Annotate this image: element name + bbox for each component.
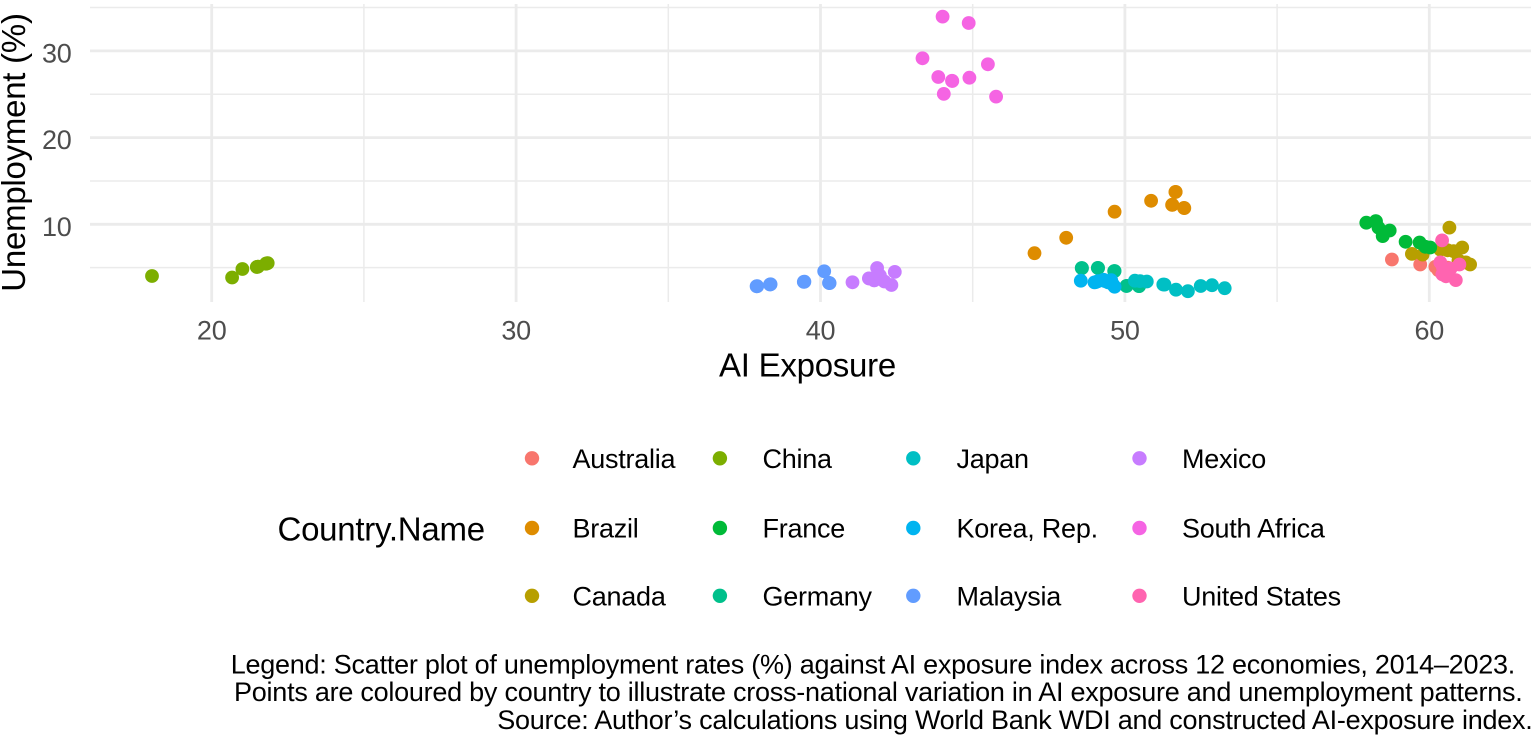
svg-text:Unemployment (%): Unemployment (%) — [0, 13, 32, 291]
svg-text:40: 40 — [806, 316, 836, 346]
svg-text:Brazil: Brazil — [573, 514, 639, 544]
svg-text:Mexico: Mexico — [1182, 444, 1266, 474]
svg-text:Germany: Germany — [763, 581, 873, 611]
svg-text:30: 30 — [42, 38, 72, 68]
svg-text:France: France — [763, 514, 846, 544]
svg-text:Australia: Australia — [573, 444, 677, 474]
svg-text:20: 20 — [42, 125, 72, 155]
svg-text:Country.Name: Country.Name — [278, 511, 485, 548]
svg-text:Legend: Scatter plot of unempl: Legend: Scatter plot of unemployment rat… — [231, 650, 1515, 680]
svg-text:Points are coloured by country: Points are coloured by country to illust… — [234, 677, 1522, 707]
svg-text:10: 10 — [42, 212, 72, 242]
svg-text:50: 50 — [1110, 316, 1140, 346]
svg-text:60: 60 — [1415, 316, 1445, 346]
svg-text:Malaysia: Malaysia — [957, 581, 1063, 611]
svg-text:Canada: Canada — [573, 581, 667, 611]
svg-text:AI Exposure: AI Exposure — [719, 347, 896, 384]
svg-text:Source: Author’s calculations: Source: Author’s calculations using Worl… — [497, 705, 1532, 735]
svg-text:South Africa: South Africa — [1182, 514, 1326, 544]
svg-text:China: China — [763, 444, 834, 474]
svg-text:Korea, Rep.: Korea, Rep. — [957, 514, 1098, 544]
svg-text:30: 30 — [501, 316, 531, 346]
svg-text:20: 20 — [197, 316, 227, 346]
svg-text:Japan: Japan — [957, 444, 1029, 474]
svg-text:United States: United States — [1182, 581, 1341, 611]
